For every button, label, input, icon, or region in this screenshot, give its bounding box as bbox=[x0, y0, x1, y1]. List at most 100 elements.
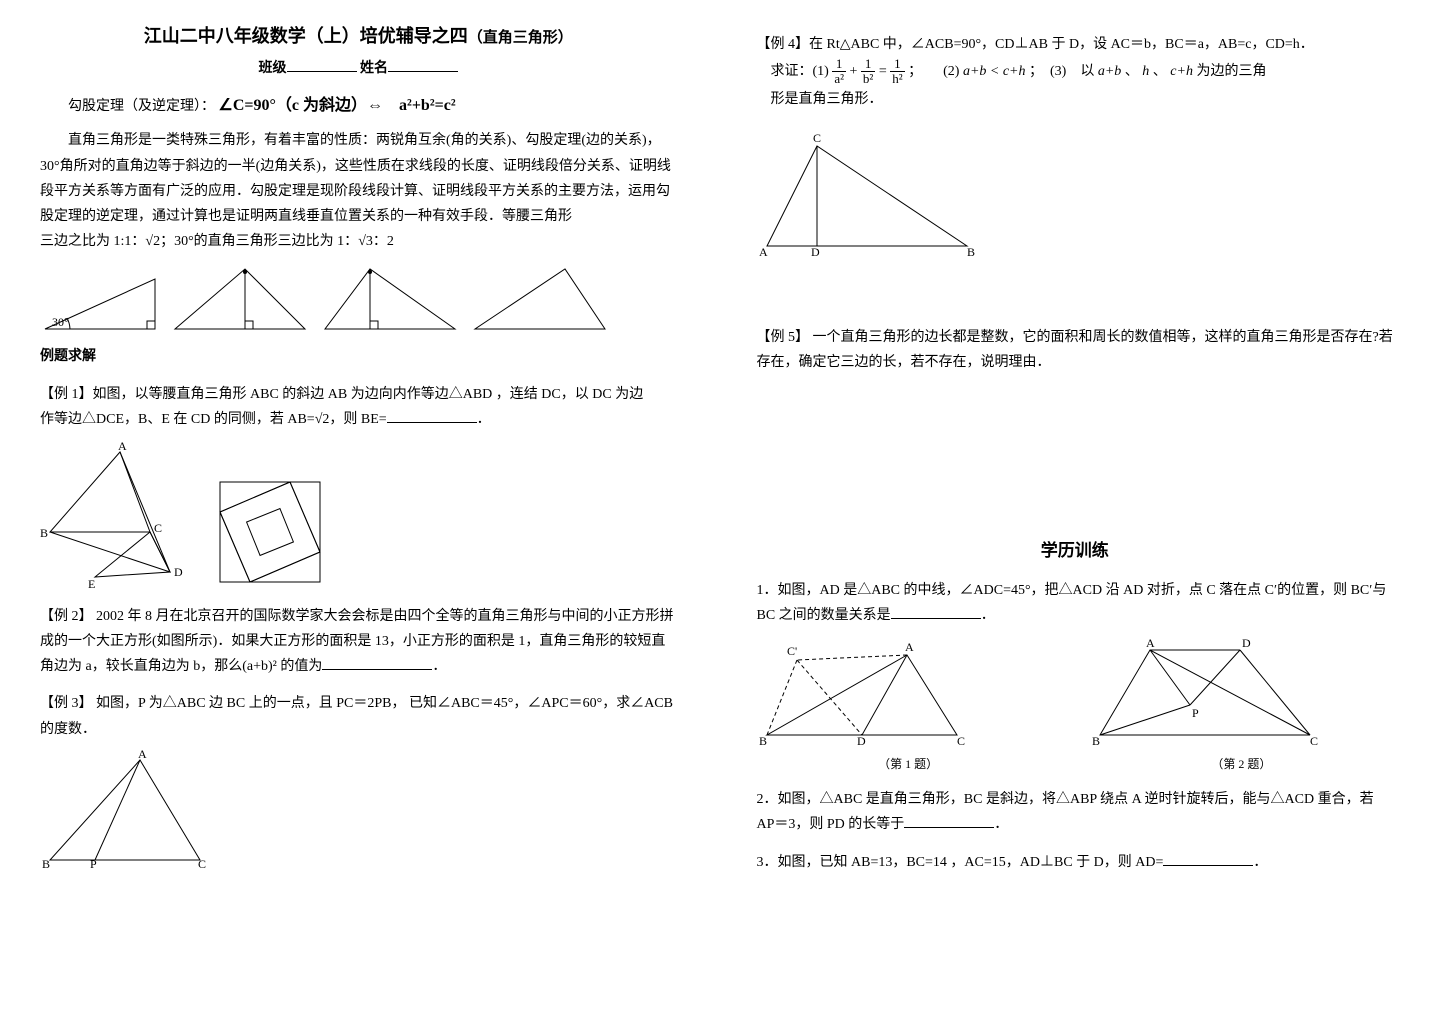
svg-text:B: B bbox=[42, 857, 50, 870]
svg-text:E: E bbox=[88, 577, 95, 591]
ex1-figure: A B C D E bbox=[40, 442, 200, 592]
q1-caption: （第 1 题） bbox=[757, 754, 1060, 776]
theorem-formula: ∠C=90°（c 为斜边）⇔ a²+b²=c² bbox=[219, 97, 456, 114]
svg-text:C: C bbox=[813, 131, 821, 145]
q1-fig-wrap: C' A B D C （第 1 题） bbox=[757, 635, 1060, 776]
q2-blank[interactable] bbox=[904, 814, 994, 828]
svg-text:C: C bbox=[957, 734, 965, 745]
svg-text:B: B bbox=[1092, 734, 1100, 745]
example-3: 【例 3】 如图，P 为△ABC 边 BC 上的一点，且 PC＝2PB， 已知∠… bbox=[40, 691, 677, 741]
practice-heading: 学历训练 bbox=[757, 536, 1394, 567]
tri-plain-icon bbox=[470, 264, 610, 334]
title-text: 江山二中八年级数学（上）培优辅导之四 bbox=[144, 26, 468, 46]
svg-text:P: P bbox=[90, 857, 97, 870]
svg-text:D: D bbox=[857, 734, 866, 745]
ex4-g: 形是直角三角形． bbox=[771, 92, 883, 107]
ex1-d: ． bbox=[477, 412, 491, 427]
svg-text:C: C bbox=[198, 857, 206, 870]
frac-1h2: 1h² bbox=[890, 57, 904, 87]
q1-tail: ． bbox=[981, 608, 995, 623]
q1-blank[interactable] bbox=[891, 605, 981, 619]
q3-blank[interactable] bbox=[1163, 852, 1253, 866]
ex4-e5: c+h bbox=[1170, 64, 1193, 79]
ex4-b: 求证：(1) bbox=[771, 64, 829, 79]
ex1-blank[interactable] bbox=[387, 409, 477, 423]
example-4: 【例 4】在 Rt△ABC 中，∠ACB=90°，CD⊥AB 于 D，设 AC＝… bbox=[757, 32, 1394, 112]
example-5: 【例 5】 一个直角三角形的边长都是整数，它的面积和周长的数值相等，这样的直角三… bbox=[757, 325, 1394, 375]
svg-text:D: D bbox=[811, 245, 820, 256]
q3-tail: ． bbox=[1253, 855, 1267, 870]
svg-text:C: C bbox=[1310, 734, 1318, 745]
question-1: 1．如图，AD 是△ABC 的中线，∠ADC=45°，把△ACD 沿 AD 对折… bbox=[757, 578, 1394, 628]
theorem-line: 勾股定理（及逆定理）： ∠C=90°（c 为斜边）⇔ a²+b²=c² bbox=[40, 92, 677, 121]
q3-text: 3．如图，已知 AB=13，BC=14 ，AC=15，AD⊥BC 于 D，则 A… bbox=[757, 855, 1164, 870]
intro-p2a: 三边之比为 1:1： bbox=[40, 234, 145, 249]
q2-caption: （第 2 题） bbox=[1090, 754, 1393, 776]
ex2-tail: ． bbox=[432, 659, 446, 674]
ex4-e1: a+b bbox=[1098, 64, 1121, 79]
svg-text:A: A bbox=[118, 442, 127, 453]
q1-figure: C' A B D C bbox=[757, 635, 977, 745]
left-column: 江山二中八年级数学（上）培优辅导之四（直角三角形） 班级 姓名 勾股定理（及逆定… bbox=[0, 0, 717, 1011]
svg-text:C': C' bbox=[787, 644, 797, 658]
q2-tail: ． bbox=[994, 817, 1008, 832]
ex4-d: ； (3) 以 bbox=[1029, 64, 1094, 79]
title-sub: （直角三角形） bbox=[468, 30, 573, 46]
ex4-f: 为边的三角 bbox=[1196, 64, 1266, 79]
name-blank[interactable] bbox=[388, 58, 458, 72]
intro-p2b: ；30°的直角三角形三边比为 1： bbox=[160, 234, 358, 249]
q2-text: 2．如图，△ABC 是直角三角形，BC 是斜边，将△ABP 绕点 A 逆时针旋转… bbox=[757, 792, 1374, 832]
svg-text:A: A bbox=[1146, 636, 1155, 650]
intro-p2: 三边之比为 1:1：√2；30°的直角三角形三边比为 1：√3：2 bbox=[40, 229, 677, 254]
ex3-figure: A B P C bbox=[40, 750, 210, 870]
ex4-c: ； (2) bbox=[908, 64, 959, 79]
main-title: 江山二中八年级数学（上）培优辅导之四（直角三角形） bbox=[40, 20, 677, 52]
examples-heading: 例题求解 bbox=[40, 344, 677, 369]
example-1: 【例 1】如图，以等腰直角三角形 ABC 的斜边 AB 为边向内作等边△ABD … bbox=[40, 382, 677, 432]
example-2: 【例 2】 2002 年 8 月在北京召开的国际数学家大会会标是由四个全等的直角… bbox=[40, 604, 677, 680]
svg-text:A: A bbox=[138, 750, 147, 761]
question-3: 3．如图，已知 AB=13，BC=14 ，AC=15，AD⊥BC 于 D，则 A… bbox=[757, 850, 1394, 875]
tri-alt-icon bbox=[170, 264, 310, 334]
sqrt3: √3 bbox=[358, 234, 373, 249]
svg-text:D: D bbox=[174, 565, 183, 579]
sqrt2-a: √2 bbox=[145, 234, 160, 249]
right-column: 【例 4】在 Rt△ABC 中，∠ACB=90°，CD⊥AB 于 D，设 AC＝… bbox=[717, 0, 1433, 1011]
triangle-icons: 30° bbox=[40, 264, 677, 334]
q1-text: 1．如图，AD 是△ABC 的中线，∠ADC=45°，把△ACD 沿 AD 对折… bbox=[757, 583, 1387, 623]
name-label: 姓名 bbox=[360, 61, 388, 76]
sqrt2-b: √2 bbox=[315, 412, 330, 427]
q2-figure: A D B C P bbox=[1090, 635, 1320, 745]
svg-text:B: B bbox=[40, 526, 48, 540]
class-label: 班级 bbox=[259, 61, 287, 76]
q2-fig-wrap: A D B C P （第 2 题） bbox=[1090, 635, 1393, 776]
name-line: 班级 姓名 bbox=[40, 56, 677, 81]
question-2: 2．如图，△ABC 是直角三角形，BC 是斜边，将△ABP 绕点 A 逆时针旋转… bbox=[757, 787, 1394, 837]
svg-text:B: B bbox=[967, 245, 975, 256]
svg-text:C: C bbox=[154, 521, 162, 535]
ex4-e2: 、 bbox=[1125, 64, 1139, 79]
ex4-e3: h bbox=[1142, 64, 1149, 79]
svg-text:A: A bbox=[905, 640, 914, 654]
ex4-e4: 、 bbox=[1153, 64, 1167, 79]
ex1-c: ，则 BE= bbox=[329, 412, 386, 427]
svg-text:D: D bbox=[1242, 636, 1251, 650]
tri-30-icon: 30° bbox=[40, 274, 160, 334]
intro-p2c: ：2 bbox=[373, 234, 394, 249]
ex2-figure bbox=[210, 472, 330, 592]
ex1-ex2-figs: A B C D E bbox=[40, 442, 677, 592]
ex4-a: 【例 4】在 Rt△ABC 中，∠ACB=90°，CD⊥AB 于 D，设 AC＝… bbox=[757, 37, 1314, 52]
ex1-b: 作等边△DCE，B、E 在 CD 的同侧，若 AB= bbox=[40, 412, 315, 427]
class-blank[interactable] bbox=[287, 58, 357, 72]
frac-1b2: 1b² bbox=[861, 57, 875, 87]
ex4-figure: C A D B bbox=[757, 126, 977, 256]
q1-q2-figs: C' A B D C （第 1 题） A D B C P （第 bbox=[757, 635, 1394, 776]
frac-1a2: 1a² bbox=[832, 57, 846, 87]
tri-right-alt-icon bbox=[320, 264, 460, 334]
svg-text:P: P bbox=[1192, 706, 1199, 720]
thirty-label: 30° bbox=[52, 315, 69, 329]
ex2-blank[interactable] bbox=[322, 656, 432, 670]
svg-text:A: A bbox=[759, 245, 768, 256]
svg-text:B: B bbox=[759, 734, 767, 745]
theorem-prefix: 勾股定理（及逆定理）： bbox=[68, 99, 215, 114]
